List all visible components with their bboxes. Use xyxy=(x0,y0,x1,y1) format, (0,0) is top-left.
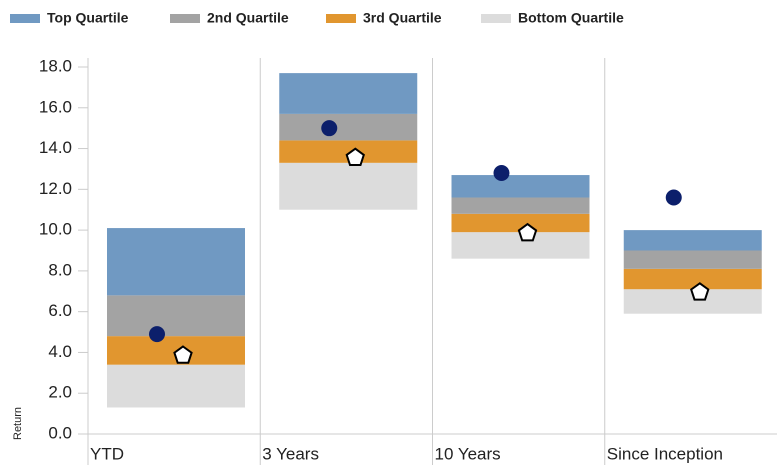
y-tick-label: 4.0 xyxy=(48,342,72,361)
marker-dot xyxy=(665,189,682,206)
y-tick-label: 14.0 xyxy=(39,138,72,157)
marker-pentagon xyxy=(690,282,710,301)
bar-segment xyxy=(107,295,245,337)
y-tick-label: 16.0 xyxy=(39,97,72,116)
y-tick-label: 6.0 xyxy=(48,301,72,320)
x-tick-label: YTD xyxy=(90,444,124,463)
bar-segment xyxy=(451,175,590,198)
bar-segment xyxy=(279,113,418,141)
marker-dot xyxy=(321,120,338,137)
legend-swatch xyxy=(326,14,356,23)
y-axis-label: Return xyxy=(12,407,24,440)
y-tick-label: 0.0 xyxy=(48,423,72,442)
bar-segment xyxy=(451,197,590,214)
legend-swatch xyxy=(170,14,200,23)
y-tick-label: 12.0 xyxy=(39,179,72,198)
marker-pentagon xyxy=(345,147,365,166)
x-tick-label: 3 Years xyxy=(262,444,319,463)
y-tick-label: 18.0 xyxy=(39,56,72,75)
x-tick-label: Since Inception xyxy=(607,444,723,463)
legend-label: Bottom Quartile xyxy=(518,10,624,26)
bar-segment xyxy=(279,162,418,210)
bar-segment xyxy=(107,364,245,408)
marker-pentagon xyxy=(517,222,538,242)
marker-pentagon xyxy=(173,345,193,364)
bar-segment xyxy=(623,250,762,269)
y-tick-label: 8.0 xyxy=(48,260,72,279)
bar-segment xyxy=(623,268,762,290)
legend-swatch xyxy=(10,14,40,23)
bar-segment xyxy=(279,73,418,114)
bar-segment xyxy=(107,228,245,296)
x-tick-label: 10 Years xyxy=(435,444,501,463)
legend-label: 2nd Quartile xyxy=(207,10,289,26)
legend-swatch xyxy=(481,14,511,23)
bar-segment xyxy=(623,230,762,251)
legend-label: Top Quartile xyxy=(47,10,129,26)
y-tick-label: 2.0 xyxy=(48,383,72,402)
y-tick-label: 10.0 xyxy=(39,220,72,239)
bar-segment xyxy=(279,140,418,163)
marker-dot xyxy=(149,326,165,343)
legend-label: 3rd Quartile xyxy=(363,10,442,26)
marker-dot xyxy=(493,165,510,182)
bar-segment xyxy=(451,213,590,233)
